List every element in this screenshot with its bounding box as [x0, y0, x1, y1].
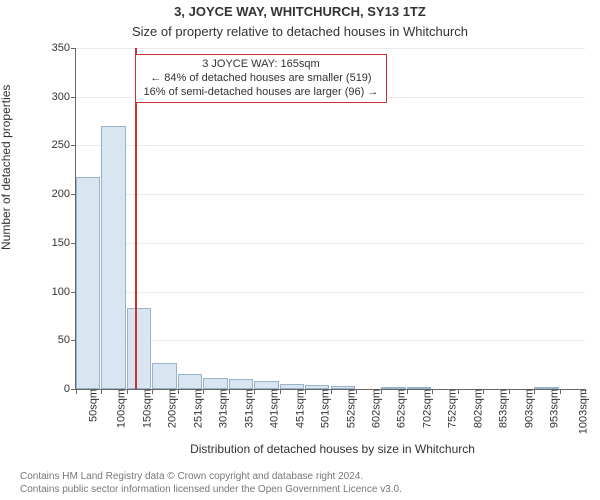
- xtick-label: 702sqm: [419, 389, 433, 428]
- xtick-mark: [407, 389, 408, 394]
- xtick-mark: [534, 389, 535, 394]
- xtick-mark: [483, 389, 484, 394]
- histogram-bar: [178, 374, 202, 389]
- xtick-label: 301sqm: [216, 389, 230, 428]
- xtick-mark: [101, 389, 102, 394]
- xtick-label: 50sqm: [86, 389, 100, 422]
- xtick-label: 501sqm: [318, 389, 332, 428]
- info-box-line: ← 84% of detached houses are smaller (51…: [144, 72, 379, 86]
- xtick-label: 853sqm: [496, 389, 510, 428]
- chart-container: 3, JOYCE WAY, WHITCHURCH, SY13 1TZ Size …: [0, 0, 600, 500]
- xtick-label: 150sqm: [139, 389, 153, 428]
- xtick-mark: [458, 389, 459, 394]
- gridline: [76, 194, 585, 195]
- footer-line1: Contains HM Land Registry data © Crown c…: [20, 471, 590, 484]
- histogram-bar: [152, 363, 176, 389]
- histogram-bar: [254, 381, 278, 389]
- xtick-mark: [432, 389, 433, 394]
- xtick-label: 200sqm: [165, 389, 179, 428]
- xtick-mark: [381, 389, 382, 394]
- histogram-bar: [229, 379, 253, 389]
- histogram-bar: [127, 308, 151, 389]
- xtick-mark: [331, 389, 332, 394]
- histogram-bar: [101, 126, 125, 389]
- xtick-label: 652sqm: [394, 389, 408, 428]
- gridline: [76, 292, 585, 293]
- xtick-mark: [585, 389, 586, 394]
- xtick-label: 1003sqm: [575, 389, 589, 434]
- xtick-label: 552sqm: [343, 389, 357, 428]
- xtick-mark: [229, 389, 230, 394]
- xtick-mark: [356, 389, 357, 394]
- xtick-label: 401sqm: [267, 389, 281, 428]
- info-box: 3 JOYCE WAY: 165sqm← 84% of detached hou…: [135, 54, 388, 103]
- xtick-label: 903sqm: [521, 389, 535, 428]
- xtick-mark: [127, 389, 128, 394]
- gridline: [76, 145, 585, 146]
- plot-area: 05010015020025030035050sqm100sqm150sqm20…: [75, 48, 585, 390]
- ytick-label: 300: [52, 91, 76, 103]
- xtick-mark: [203, 389, 204, 394]
- ytick-label: 0: [64, 383, 76, 395]
- ytick-label: 50: [58, 334, 76, 346]
- xtick-label: 602sqm: [369, 389, 383, 428]
- xtick-label: 251sqm: [190, 389, 204, 428]
- footer: Contains HM Land Registry data © Crown c…: [20, 471, 590, 496]
- xtick-label: 802sqm: [470, 389, 484, 428]
- histogram-bar: [76, 177, 100, 389]
- ytick-label: 100: [52, 286, 76, 298]
- title-main: 3, JOYCE WAY, WHITCHURCH, SY13 1TZ: [0, 4, 600, 19]
- ytick-label: 200: [52, 188, 76, 200]
- xtick-mark: [280, 389, 281, 394]
- xtick-mark: [560, 389, 561, 394]
- gridline: [76, 340, 585, 341]
- xtick-label: 953sqm: [547, 389, 561, 428]
- xtick-mark: [76, 389, 77, 394]
- info-box-line: 3 JOYCE WAY: 165sqm: [144, 58, 379, 72]
- xtick-label: 100sqm: [114, 389, 128, 428]
- ytick-label: 250: [52, 139, 76, 151]
- xtick-mark: [178, 389, 179, 394]
- ytick-label: 350: [52, 42, 76, 54]
- title-sub: Size of property relative to detached ho…: [0, 24, 600, 39]
- y-axis-label: Number of detached properties: [0, 85, 13, 250]
- xtick-label: 351sqm: [241, 389, 255, 428]
- xtick-mark: [509, 389, 510, 394]
- xtick-label: 451sqm: [292, 389, 306, 428]
- ytick-label: 150: [52, 237, 76, 249]
- info-box-line: 16% of semi-detached houses are larger (…: [144, 86, 379, 100]
- xtick-mark: [254, 389, 255, 394]
- footer-line2: Contains public sector information licen…: [20, 484, 590, 497]
- xtick-mark: [305, 389, 306, 394]
- xtick-mark: [152, 389, 153, 394]
- gridline: [76, 48, 585, 49]
- xtick-label: 752sqm: [445, 389, 459, 428]
- gridline: [76, 243, 585, 244]
- x-axis-label: Distribution of detached houses by size …: [75, 442, 590, 456]
- histogram-bar: [203, 378, 227, 389]
